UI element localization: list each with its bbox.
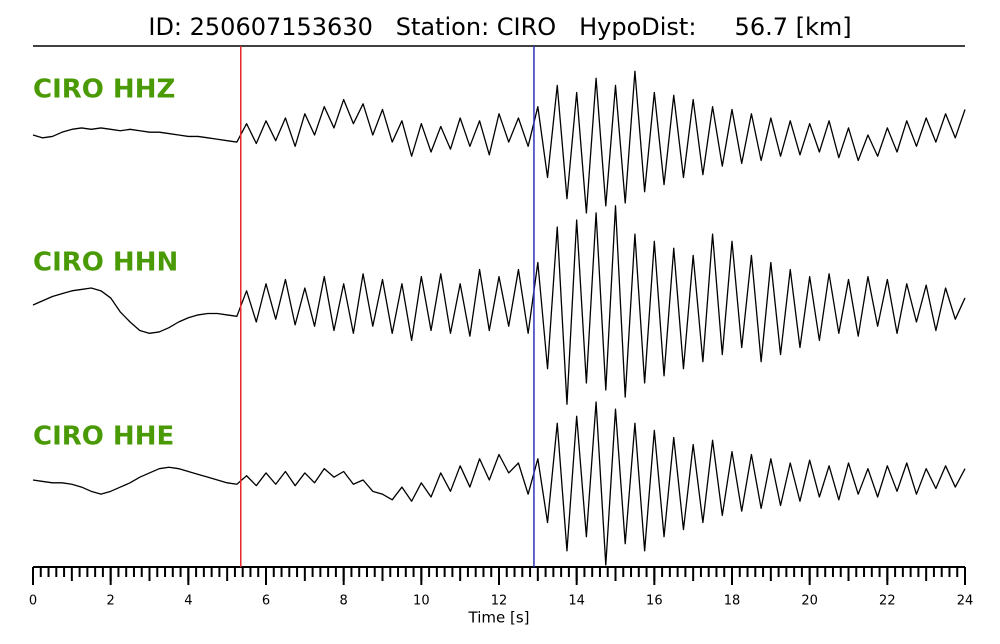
x-tick-label: 0 (29, 594, 37, 609)
x-tick-label: 8 (340, 594, 348, 609)
x-tick-label: 18 (724, 594, 741, 609)
chart-title: ID: 250607153630 Station: CIRO HypoDist:… (148, 13, 851, 41)
x-axis-label: Time [s] (468, 609, 530, 627)
trace-label: CIRO HHN (33, 248, 178, 278)
x-tick-label: 14 (568, 594, 585, 609)
x-tick-label: 4 (184, 594, 192, 609)
x-tick-label: 20 (801, 594, 818, 609)
waveform (32, 401, 966, 566)
x-tick-label: 12 (491, 594, 508, 609)
x-tick-label: 6 (262, 594, 270, 609)
trace-label: CIRO HHE (33, 422, 174, 452)
x-tick-label: 2 (107, 594, 115, 609)
waveform (32, 70, 966, 214)
x-tick-label: 16 (646, 594, 663, 609)
waveform (32, 205, 966, 405)
x-tick-label: 24 (957, 594, 974, 609)
trace-label: CIRO HHZ (33, 75, 175, 105)
x-tick-label: 10 (413, 594, 430, 609)
x-tick-label: 22 (879, 594, 896, 609)
